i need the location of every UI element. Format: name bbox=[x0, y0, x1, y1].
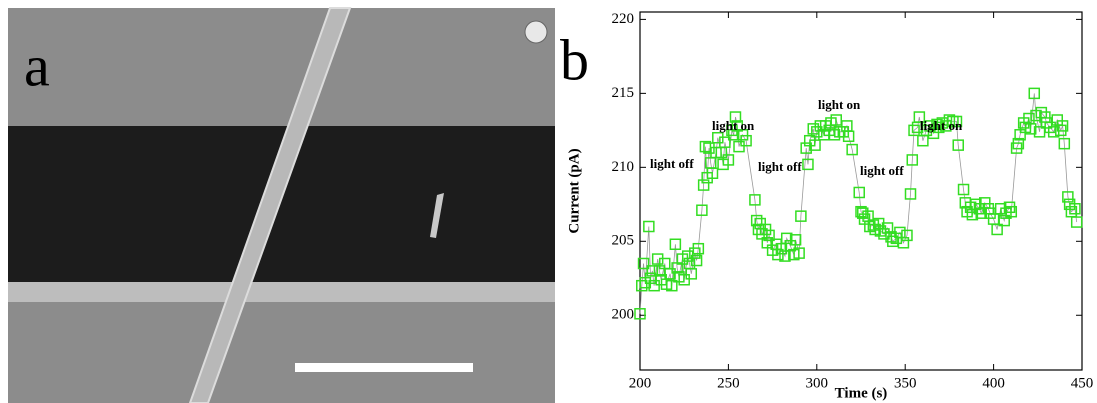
data-point bbox=[913, 111, 926, 123]
data-point bbox=[1069, 203, 1081, 215]
data-point bbox=[991, 223, 1003, 236]
data-point bbox=[1047, 126, 1060, 138]
data-point bbox=[853, 186, 865, 199]
data-point bbox=[706, 167, 719, 179]
electrode-edge bbox=[8, 282, 555, 302]
data-point bbox=[1070, 216, 1083, 228]
x-tick-label: 250 bbox=[717, 375, 740, 391]
data-point bbox=[897, 237, 910, 249]
data-point bbox=[908, 124, 920, 137]
nanowire bbox=[188, 7, 352, 403]
data-point bbox=[846, 143, 858, 156]
annotation: light off bbox=[758, 159, 802, 174]
data-point bbox=[1028, 87, 1041, 100]
y-tick-label: 215 bbox=[612, 85, 635, 101]
data-point bbox=[685, 268, 698, 280]
annotation: light off bbox=[860, 163, 904, 178]
data-point bbox=[634, 308, 646, 320]
data-point bbox=[669, 238, 682, 251]
data-point bbox=[881, 222, 894, 234]
data-point bbox=[807, 123, 820, 135]
x-tick-label: 200 bbox=[629, 375, 652, 391]
y-tick-label: 220 bbox=[612, 11, 635, 27]
data-point bbox=[957, 183, 970, 196]
data-point bbox=[878, 228, 890, 240]
data-point bbox=[750, 214, 763, 227]
data-point bbox=[699, 140, 712, 153]
data-point bbox=[736, 129, 749, 141]
data-point bbox=[1005, 205, 1018, 218]
data-point bbox=[780, 232, 793, 245]
data-point bbox=[692, 242, 705, 255]
data-point bbox=[830, 114, 842, 126]
data-point bbox=[1024, 123, 1037, 135]
x-tick-label: 400 bbox=[982, 375, 1005, 391]
data-point bbox=[722, 154, 735, 166]
data-point bbox=[678, 274, 690, 286]
connect-line bbox=[639, 93, 1078, 314]
data-point bbox=[772, 248, 784, 261]
y-tick-label: 205 bbox=[612, 233, 635, 249]
data-point bbox=[1058, 137, 1071, 150]
data-point bbox=[697, 179, 710, 191]
data-point bbox=[809, 139, 821, 151]
data-point bbox=[789, 234, 802, 246]
particle bbox=[524, 20, 548, 44]
data-point bbox=[643, 220, 655, 233]
plot-frame bbox=[639, 11, 1083, 371]
x-tick-label: 350 bbox=[894, 375, 917, 391]
panel-label: b bbox=[560, 27, 589, 92]
annotation: light off bbox=[650, 156, 694, 171]
data-point bbox=[636, 279, 648, 292]
data-point bbox=[943, 114, 956, 126]
data-point bbox=[696, 204, 708, 216]
data-point bbox=[874, 225, 887, 237]
data-point bbox=[690, 254, 703, 267]
data-point bbox=[763, 229, 775, 242]
data-point bbox=[1062, 191, 1074, 203]
x-tick-label: 300 bbox=[806, 375, 829, 391]
annotation: light on bbox=[712, 118, 755, 133]
data-point bbox=[793, 247, 805, 259]
chart: 200 205 210 215 220 200 250 300 350 400 450 Time (s… bbox=[566, 11, 1093, 402]
y-tick-label: 210 bbox=[612, 159, 635, 175]
data-point bbox=[727, 129, 740, 141]
data-point bbox=[1012, 137, 1025, 150]
data-point bbox=[759, 223, 772, 236]
data-point bbox=[800, 142, 812, 154]
data-point bbox=[637, 257, 650, 270]
data-point bbox=[795, 210, 807, 222]
y-axis-label: Current (pA) bbox=[566, 148, 582, 233]
data-point bbox=[901, 229, 913, 242]
data-point bbox=[1056, 120, 1069, 132]
data-point bbox=[749, 194, 761, 206]
scale-bar bbox=[295, 363, 473, 372]
data-point bbox=[733, 140, 745, 153]
data-point bbox=[904, 188, 917, 200]
data-point bbox=[802, 158, 814, 171]
data-point bbox=[998, 214, 1010, 227]
data-point bbox=[719, 136, 731, 148]
data-point bbox=[729, 111, 742, 123]
data-point bbox=[648, 279, 660, 292]
data-point bbox=[952, 139, 964, 151]
data-point bbox=[664, 268, 676, 280]
panel-label: a bbox=[24, 33, 50, 98]
annotation: light on bbox=[818, 97, 861, 112]
y-tick-label: 200 bbox=[612, 307, 635, 323]
x-tick-label: 450 bbox=[1071, 375, 1094, 391]
data-point bbox=[811, 126, 823, 138]
data-point bbox=[906, 154, 919, 166]
x-axis-label: Time (s) bbox=[835, 385, 888, 401]
data-point bbox=[924, 120, 936, 132]
data-point bbox=[950, 115, 963, 128]
sem-image: a bbox=[8, 7, 555, 403]
debris bbox=[430, 193, 444, 238]
data-point bbox=[646, 265, 659, 277]
data-point bbox=[740, 134, 752, 147]
annotation: light on bbox=[920, 118, 963, 133]
data-point bbox=[842, 130, 855, 143]
data-point bbox=[666, 279, 678, 292]
